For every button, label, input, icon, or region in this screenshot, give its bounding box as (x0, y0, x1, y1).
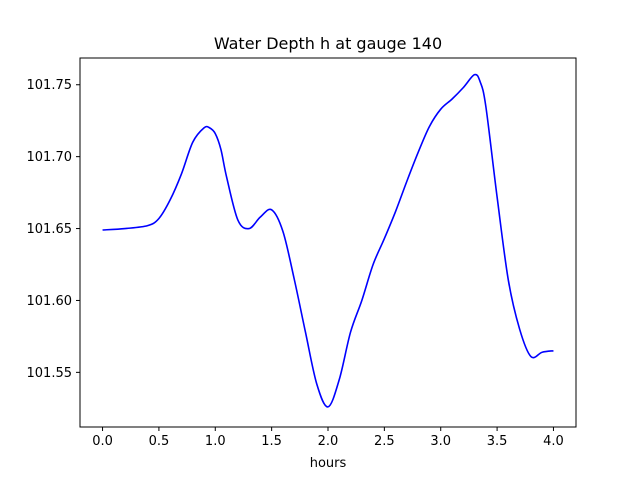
series-group (102, 73, 554, 408)
x-axis: 0.0 0.5 1.0 1.5 2.0 2.5 3.0 3.5 4.0 (92, 427, 564, 449)
series-line-0 (102, 73, 554, 408)
x-tick-label: 3.0 (430, 434, 451, 449)
y-tick-label: 101.55 (27, 366, 73, 381)
y-tick-label: 101.75 (27, 78, 73, 93)
y-axis: 101.55 101.60 101.65 101.70 101.75 (27, 78, 80, 381)
y-tick-label: 101.65 (27, 222, 73, 237)
x-tick-label: 0.5 (149, 434, 170, 449)
x-tick-label: 2.5 (374, 434, 395, 449)
x-axis-label: hours (310, 456, 347, 471)
y-tick-label: 101.70 (27, 150, 73, 165)
x-tick-label: 1.0 (205, 434, 226, 449)
x-tick-label: 1.5 (261, 434, 282, 449)
y-tick-label: 101.60 (27, 294, 73, 309)
axes-frame (79, 57, 577, 428)
x-tick-label: 0.0 (92, 434, 113, 449)
plot-area (79, 57, 577, 428)
x-tick-label: 2.0 (318, 434, 339, 449)
x-tick-label: 4.0 (543, 434, 564, 449)
chart-title: Water Depth h at gauge 140 (214, 34, 442, 53)
x-tick-label: 3.5 (487, 434, 508, 449)
